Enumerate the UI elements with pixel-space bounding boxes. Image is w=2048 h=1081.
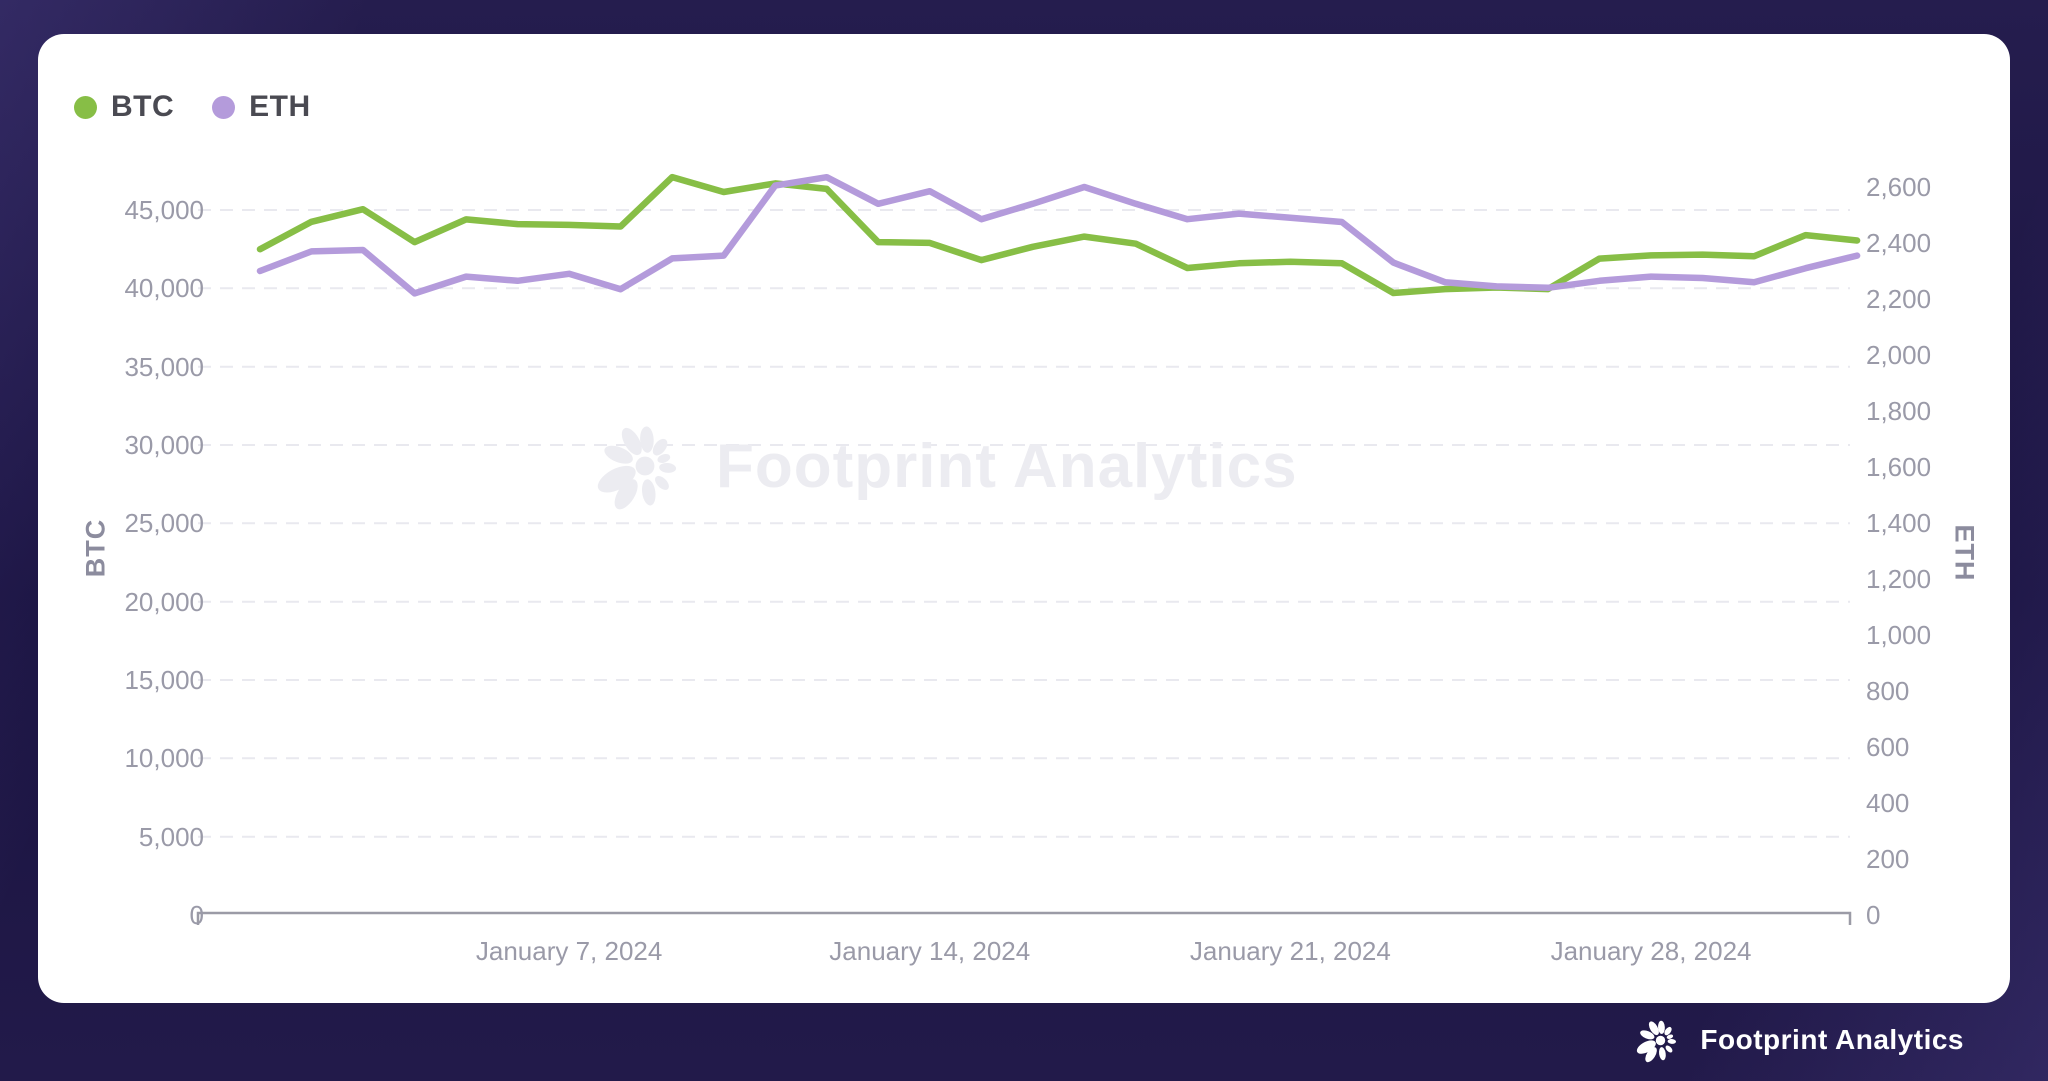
left-axis-tick: 45,000 xyxy=(124,195,204,225)
right-axis-tick: 2,400 xyxy=(1866,228,1932,258)
series-line-btc[interactable] xyxy=(256,173,1861,297)
right-axis-tick: 2,600 xyxy=(1866,172,1932,202)
left-axis-tick: 0 xyxy=(189,900,204,930)
legend-swatch-eth xyxy=(212,95,236,119)
x-axis-label: January 28, 2024 xyxy=(1550,936,1752,966)
right-axis-title: ETH xyxy=(1949,524,1980,582)
legend-label: ETH xyxy=(249,90,311,123)
right-axis-tick: 2,000 xyxy=(1866,340,1932,370)
watermark: Footprint Analytics xyxy=(596,408,1298,524)
legend-swatch-btc xyxy=(74,95,97,119)
left-axis-tick: 10,000 xyxy=(124,743,204,774)
chart-legend: BTC ETH xyxy=(74,90,311,124)
series-line-eth[interactable] xyxy=(256,173,1861,297)
right-axis-tick: 1,800 xyxy=(1866,396,1932,426)
legend-label: BTC xyxy=(111,90,175,123)
legend-item-btc[interactable]: BTC xyxy=(74,90,174,124)
right-axis-tick: 600 xyxy=(1866,732,1910,762)
right-axis-tick: 1,600 xyxy=(1866,452,1932,482)
left-axis-tick: 35,000 xyxy=(124,351,204,382)
right-axis-tick: 1,400 xyxy=(1866,508,1932,538)
right-axis-tick: 800 xyxy=(1866,676,1910,706)
footprint-flower-icon xyxy=(1635,1019,1677,1064)
right-axis-tick: 0 xyxy=(1866,900,1881,930)
right-axis-tick: 2,200 xyxy=(1866,284,1932,314)
footer-brand-text: Footprint Analytics xyxy=(1700,1024,1964,1055)
chart-card xyxy=(38,34,2010,1003)
left-axis-tick: 15,000 xyxy=(124,665,204,695)
left-axis-tick: 25,000 xyxy=(124,508,204,539)
x-axis-label: January 14, 2024 xyxy=(829,936,1031,966)
footprint-flower-icon xyxy=(596,424,677,514)
x-axis-line xyxy=(196,911,1852,925)
right-axis-tick: 1,200 xyxy=(1866,564,1932,594)
left-axis-tick: 40,000 xyxy=(124,273,204,304)
left-axis-title: BTC xyxy=(80,518,111,578)
x-axis-label: January 7, 2024 xyxy=(475,936,663,966)
left-axis-tick: 20,000 xyxy=(124,586,204,617)
footer-brand: Footprint Analytics xyxy=(1634,1012,1964,1068)
right-axis-tick: 200 xyxy=(1866,844,1910,874)
legend-item-eth[interactable]: ETH xyxy=(212,90,311,124)
left-axis-tick: 5,000 xyxy=(138,821,204,852)
left-axis-tick: 30,000 xyxy=(124,430,204,460)
right-axis-tick: 1,000 xyxy=(1866,620,1932,650)
watermark-text: Footprint Analytics xyxy=(716,431,1298,501)
right-axis-tick: 400 xyxy=(1866,788,1910,818)
x-axis-label: January 21, 2024 xyxy=(1189,936,1391,966)
